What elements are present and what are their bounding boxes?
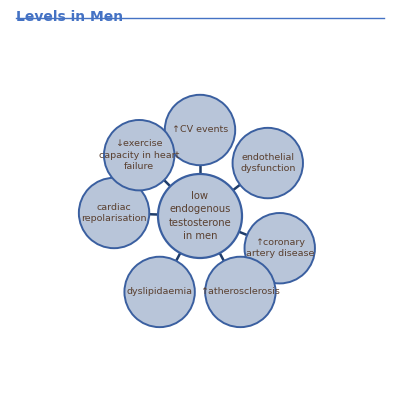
Circle shape: [165, 95, 235, 165]
Text: dyslipidaemia: dyslipidaemia: [127, 288, 193, 296]
Circle shape: [232, 128, 303, 198]
Circle shape: [244, 213, 315, 284]
Circle shape: [104, 120, 174, 190]
Circle shape: [79, 178, 149, 248]
Circle shape: [205, 257, 276, 327]
Circle shape: [124, 257, 195, 327]
Text: ↑CV events: ↑CV events: [172, 126, 228, 134]
Text: ↑coronary
artery disease: ↑coronary artery disease: [246, 238, 314, 258]
Text: cardiac
repolarisation: cardiac repolarisation: [81, 203, 147, 223]
Text: ↓exercise
capacity in heart
failure: ↓exercise capacity in heart failure: [99, 139, 179, 171]
Text: endothelial
dysfunction: endothelial dysfunction: [240, 153, 296, 173]
Text: ↑atherosclerosis: ↑atherosclerosis: [200, 288, 280, 296]
Circle shape: [158, 174, 242, 258]
Text: low
endogenous
testosterone
in men: low endogenous testosterone in men: [169, 191, 231, 241]
Text: Levels in Men: Levels in Men: [16, 10, 123, 24]
